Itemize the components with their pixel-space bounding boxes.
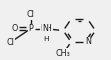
Text: NH: NH [41, 24, 53, 33]
Text: Cl: Cl [27, 10, 34, 19]
Text: CH₃: CH₃ [56, 49, 71, 58]
Text: N: N [43, 24, 48, 33]
Text: O: O [11, 24, 18, 33]
Text: Cl: Cl [7, 38, 14, 47]
Text: H: H [43, 36, 48, 42]
Text: N: N [85, 38, 91, 46]
Text: P: P [28, 24, 33, 33]
